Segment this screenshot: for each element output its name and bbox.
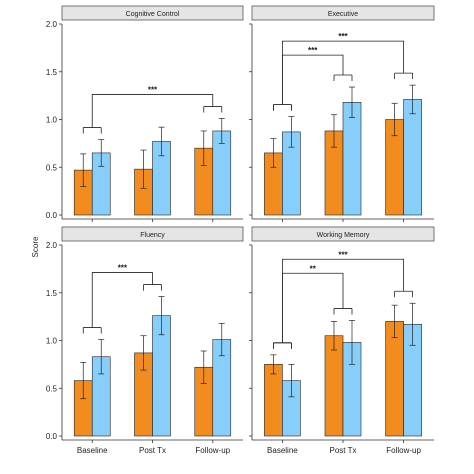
sig-bracket (91, 272, 153, 328)
x-tick-label: Follow-up (195, 446, 230, 455)
panel-title: Working Memory (317, 232, 370, 239)
bar-series-a (264, 364, 283, 437)
significance-label: ** (310, 264, 317, 273)
sig-bracket (281, 40, 405, 105)
panel-title: Executive (328, 11, 358, 18)
panel-strip (251, 226, 435, 242)
significance-label: *** (118, 264, 128, 273)
bar-series-b (403, 99, 422, 216)
significance-label: *** (148, 86, 158, 95)
panel-strip (61, 226, 244, 242)
y-tick-label: 2.0 (46, 241, 58, 250)
panel-strip (251, 5, 435, 21)
y-tick-label: 0.0 (46, 432, 58, 441)
x-tick-label: Post Tx (330, 446, 357, 455)
sig-bracket (91, 94, 214, 128)
x-tick-label: Baseline (77, 446, 108, 455)
bar-series-b (342, 102, 362, 216)
bar-series-a (324, 335, 344, 437)
y-tick-label: 1.0 (46, 337, 58, 346)
panel-title: Fluency (140, 232, 165, 239)
significance-label: *** (308, 46, 318, 55)
y-tick-label: 2.0 (46, 20, 58, 29)
y-tick-label: 1.0 (46, 116, 58, 125)
bar-series-a (385, 321, 404, 437)
y-tick-label: 0.5 (46, 163, 58, 172)
y-tick-label: 0.5 (46, 384, 58, 393)
x-tick-label: Baseline (267, 446, 298, 455)
significance-label: *** (338, 250, 348, 259)
x-tick-label: Follow-up (386, 446, 421, 455)
y-tick-label: 1.5 (46, 289, 58, 298)
panel-strip (61, 5, 244, 21)
y-tick-label: 0.0 (46, 211, 58, 220)
panel-title: Cognitive Control (126, 11, 180, 18)
significance-label: *** (338, 32, 348, 41)
x-tick-label: Post Tx (139, 446, 166, 455)
y-tick-label: 1.5 (46, 68, 58, 77)
y-axis-title: Score (31, 236, 40, 257)
sig-bracket (281, 258, 405, 343)
